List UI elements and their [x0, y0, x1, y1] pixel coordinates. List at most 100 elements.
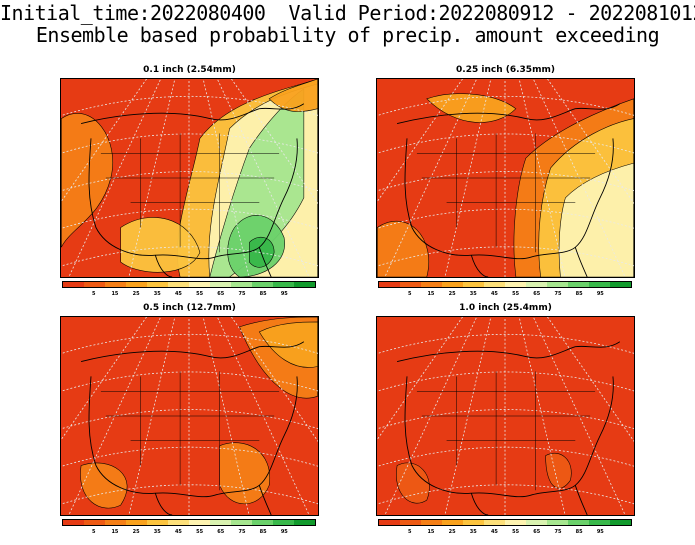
panel-0.1-inch: 0.1 inch (2.54mm) 5 15 25 35 45 55 65 75 85 95 [60, 65, 319, 300]
colorbar-swatch [547, 282, 568, 287]
colorbar-swatch [442, 520, 463, 525]
colorbar-tick-labels: 5 15 25 35 45 55 65 75 85 95 [62, 291, 316, 299]
colorbar-swatch [589, 282, 610, 287]
colorbar-swatch [210, 282, 231, 287]
header-title-line-1: Initial_time:2022080400 Valid Period:202… [0, 1, 695, 25]
map-canvas [61, 317, 318, 515]
colorbar-tick-label: 25 [132, 529, 140, 535]
colorbar-tick-label: 5 [92, 529, 96, 535]
colorbar-swatch [210, 520, 231, 525]
panel-title: 1.0 inch (25.4mm) [459, 303, 552, 313]
panel-title: 0.5 inch (12.7mm) [143, 303, 236, 313]
colorbar-tick-labels: 5 15 25 35 45 55 65 75 85 95 [378, 529, 632, 537]
colorbar-swatch [168, 282, 189, 287]
tick-spacer [62, 529, 83, 537]
colorbar-tick-label: 15 [427, 291, 435, 297]
colorbar-tick-label: 95 [280, 529, 288, 535]
header-title-line-2: Ensemble based probability of precip. am… [35, 23, 660, 47]
tick-spacer [295, 291, 316, 299]
colorbar-tick-label: 65 [533, 529, 541, 535]
colorbar-tick-label: 95 [596, 291, 604, 297]
colorbar-swatch [547, 520, 568, 525]
colorbar-swatch [400, 282, 421, 287]
colorbar-tick-label: 35 [469, 291, 477, 297]
colorbar-swatch [63, 282, 84, 287]
colorbar-tick-label: 55 [512, 291, 520, 297]
colorbar-swatch [442, 282, 463, 287]
colorbar-swatch [126, 520, 147, 525]
colorbar-swatch [231, 282, 252, 287]
panel-title: 0.1 inch (2.54mm) [143, 65, 236, 75]
probability-map [376, 316, 635, 516]
colorbar-swatch [505, 282, 526, 287]
colorbar-tick-label: 15 [111, 529, 119, 535]
colorbar-tick-label: 95 [596, 529, 604, 535]
colorbar-tick-label: 25 [448, 529, 456, 535]
colorbar-swatch [273, 520, 294, 525]
colorbar-swatch [463, 520, 484, 525]
colorbar-tick-label: 45 [490, 529, 498, 535]
colorbar-tick-label: 5 [408, 291, 412, 297]
colorbar-swatch [568, 282, 589, 287]
colorbar-tick-label: 25 [132, 291, 140, 297]
colorbar-swatch [84, 520, 105, 525]
colorbar [378, 519, 632, 526]
colorbar-swatch [147, 520, 168, 525]
colorbar-swatch [252, 282, 273, 287]
probability-contour [80, 462, 128, 509]
colorbar [62, 519, 316, 526]
map-canvas [377, 79, 634, 277]
tick-spacer [611, 529, 632, 537]
colorbar-tick-label: 15 [111, 291, 119, 297]
colorbar-tick-label: 45 [174, 529, 182, 535]
colorbar-swatch [379, 282, 400, 287]
panel-0.25-inch: 0.25 inch (6.35mm) 5 15 25 35 45 55 65 75 85 95 [376, 65, 635, 300]
colorbar-swatch [252, 520, 273, 525]
colorbar-tick-label: 75 [554, 291, 562, 297]
colorbar-swatch [526, 282, 547, 287]
panel-1.0-inch: 1.0 inch (25.4mm) 5 15 25 35 45 55 65 75 85 95 [376, 303, 635, 538]
colorbar-tick-label: 95 [280, 291, 288, 297]
colorbar-tick-label: 35 [469, 529, 477, 535]
tick-spacer [378, 529, 399, 537]
colorbar-swatch [189, 282, 210, 287]
probability-contour [249, 236, 275, 268]
colorbar-swatch [63, 520, 84, 525]
colorbar-swatch [84, 282, 105, 287]
colorbar-swatch [484, 282, 505, 287]
probability-contour [545, 453, 572, 489]
colorbar-tick-label: 75 [238, 291, 246, 297]
colorbar-swatch [273, 282, 294, 287]
colorbar-tick-label: 65 [217, 291, 225, 297]
colorbar-swatch [189, 520, 210, 525]
probability-contour [426, 93, 517, 123]
colorbar-tick-label: 85 [259, 291, 267, 297]
colorbar-swatch [421, 282, 442, 287]
colorbar-tick-label: 45 [174, 291, 182, 297]
colorbar-swatch [294, 520, 315, 525]
colorbar-tick-label: 35 [153, 291, 161, 297]
colorbar-swatch [147, 282, 168, 287]
map-canvas [377, 317, 634, 515]
tick-spacer [611, 291, 632, 299]
tick-spacer [378, 291, 399, 299]
colorbar-tick-label: 85 [575, 291, 583, 297]
colorbar-swatch [505, 520, 526, 525]
colorbar-swatch [568, 520, 589, 525]
panel-title: 0.25 inch (6.35mm) [456, 65, 555, 75]
colorbar-tick-label: 25 [448, 291, 456, 297]
colorbar [378, 281, 632, 288]
colorbar-tick-label: 65 [533, 291, 541, 297]
colorbar-tick-label: 5 [408, 529, 412, 535]
tick-spacer [295, 529, 316, 537]
colorbar-swatch [610, 282, 631, 287]
colorbar-swatch [400, 520, 421, 525]
probability-contour [219, 442, 270, 505]
colorbar-tick-labels: 5 15 25 35 45 55 65 75 85 95 [62, 529, 316, 537]
tick-spacer [62, 291, 83, 299]
colorbar-swatch [484, 520, 505, 525]
colorbar-tick-labels: 5 15 25 35 45 55 65 75 85 95 [378, 291, 632, 299]
probability-map [60, 316, 319, 516]
colorbar-swatch [463, 282, 484, 287]
colorbar-tick-label: 15 [427, 529, 435, 535]
